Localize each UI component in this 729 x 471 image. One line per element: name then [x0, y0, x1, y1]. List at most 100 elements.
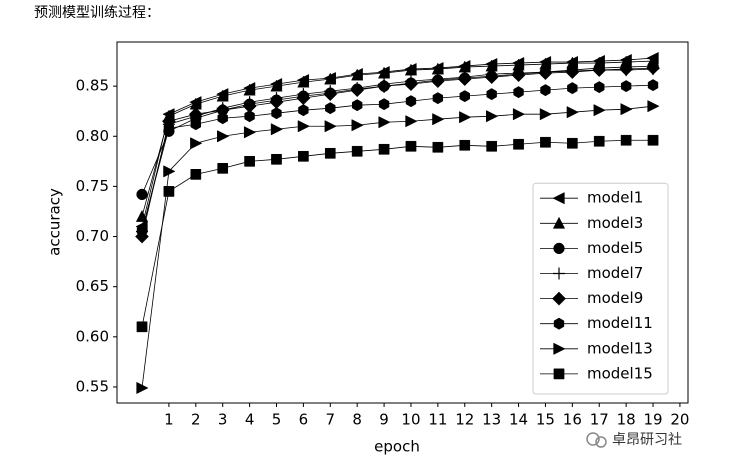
watermark-icon	[586, 432, 607, 448]
legend-label: model1	[587, 189, 643, 207]
x-tick-label: 13	[482, 411, 501, 429]
data-point	[593, 135, 605, 147]
data-point	[136, 321, 148, 333]
data-point	[243, 83, 256, 96]
data-point	[190, 169, 202, 180]
data-point	[351, 145, 363, 157]
data-point	[163, 165, 176, 178]
data-point	[325, 102, 336, 115]
data-point	[405, 95, 417, 108]
data-point	[512, 108, 526, 121]
data-point	[620, 134, 632, 146]
data-point	[540, 136, 551, 148]
legend-marker	[553, 342, 566, 355]
y-tick-label: 0.80	[76, 127, 109, 145]
legend-label: model15	[587, 364, 653, 382]
data-point	[324, 120, 337, 133]
data-point	[163, 186, 175, 197]
x-tick-label: 1	[164, 411, 174, 429]
data-point	[486, 110, 499, 123]
legend-marker	[552, 192, 565, 205]
data-point	[565, 65, 580, 80]
data-point	[350, 83, 365, 98]
data-point	[457, 72, 472, 87]
y-tick-label: 0.85	[76, 77, 109, 95]
data-point	[459, 139, 471, 151]
data-point	[539, 108, 553, 121]
data-point	[646, 61, 660, 76]
data-point	[513, 138, 524, 150]
data-point	[297, 75, 310, 88]
x-tick-label: 14	[509, 411, 528, 429]
data-point	[190, 118, 201, 131]
data-point	[271, 107, 282, 120]
legend-label: model3	[587, 214, 643, 232]
y-axis-label: accuracy	[46, 188, 64, 256]
data-point	[567, 82, 578, 95]
data-point	[432, 113, 445, 126]
x-tick-label: 7	[326, 411, 336, 429]
data-point	[459, 111, 472, 124]
x-tick-label: 18	[617, 411, 636, 429]
data-point	[511, 68, 526, 83]
data-point	[136, 381, 149, 395]
data-point	[647, 134, 659, 146]
data-point	[270, 123, 284, 136]
legend: model1 model3 model5 model7 model9 model11 mod…	[532, 182, 669, 395]
legend-marker	[552, 216, 566, 229]
data-point	[323, 87, 338, 102]
x-tick-label: 12	[455, 411, 474, 429]
data-point	[647, 100, 660, 113]
legend-marker	[553, 267, 565, 280]
data-point	[647, 79, 659, 92]
x-tick-label: 9	[379, 411, 389, 429]
data-point	[270, 79, 283, 92]
data-point	[432, 141, 444, 153]
data-point	[136, 188, 148, 200]
x-tick-label: 10	[401, 411, 420, 429]
data-point	[430, 74, 445, 89]
data-point	[136, 224, 148, 237]
data-point	[217, 130, 230, 143]
caption: 预测模型训练过程：	[34, 5, 160, 21]
legend-marker	[553, 317, 565, 330]
data-point	[405, 115, 418, 128]
x-tick-label: 11	[428, 411, 447, 429]
legend-frame	[532, 182, 669, 395]
data-point	[513, 86, 524, 99]
data-point	[377, 79, 392, 94]
data-point	[216, 89, 229, 102]
data-point	[486, 140, 498, 152]
legend-label: model13	[587, 339, 653, 357]
data-point	[378, 116, 391, 129]
data-point	[324, 147, 336, 159]
data-point	[217, 112, 228, 125]
x-tick-label: 4	[245, 411, 255, 429]
data-point	[217, 163, 229, 174]
data-point	[244, 110, 255, 123]
y-tick-label: 0.55	[76, 377, 109, 395]
data-point	[567, 137, 578, 149]
data-point	[484, 70, 499, 85]
x-tick-label: 20	[670, 411, 689, 429]
x-tick-label: 19	[643, 411, 662, 429]
x-tick-label: 6	[299, 411, 309, 429]
data-point	[351, 68, 364, 81]
legend-label: model7	[587, 264, 643, 282]
data-point	[593, 104, 606, 117]
data-point	[619, 62, 634, 77]
x-tick-label: 5	[272, 411, 282, 429]
data-point	[271, 153, 282, 165]
watermark: 卓昂研习社	[612, 432, 682, 448]
data-point	[594, 81, 605, 94]
data-point	[190, 137, 203, 150]
data-point	[432, 92, 444, 105]
data-point	[486, 88, 497, 101]
data-point	[378, 98, 390, 111]
data-point	[404, 77, 418, 92]
series-line	[141, 60, 654, 217]
data-point	[459, 90, 470, 103]
y-tick-label: 0.75	[76, 177, 109, 195]
